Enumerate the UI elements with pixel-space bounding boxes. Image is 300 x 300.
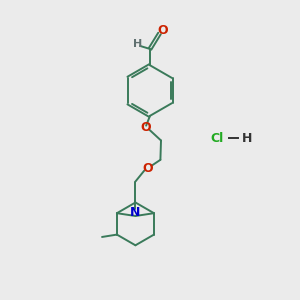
Text: H: H <box>242 132 252 145</box>
Text: O: O <box>140 121 151 134</box>
Text: N: N <box>130 206 141 219</box>
Text: O: O <box>142 162 153 175</box>
Text: H: H <box>134 40 143 50</box>
Text: Cl: Cl <box>210 132 224 145</box>
Text: O: O <box>157 24 168 37</box>
